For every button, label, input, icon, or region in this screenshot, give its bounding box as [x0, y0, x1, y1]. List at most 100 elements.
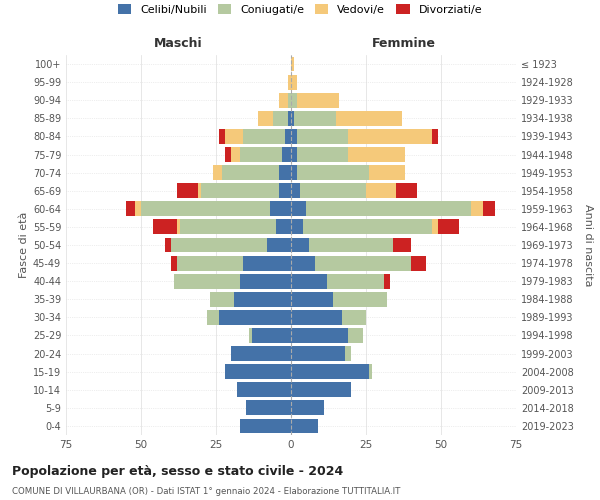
Bar [333, 292, 387, 306]
Bar [327, 274, 384, 288]
Bar [288, 111, 291, 126]
Bar [225, 364, 291, 379]
Y-axis label: Anni di nascita: Anni di nascita [583, 204, 593, 286]
Bar [210, 292, 234, 306]
Bar [225, 129, 243, 144]
Bar [180, 220, 276, 234]
Bar [309, 238, 393, 252]
Bar [411, 256, 426, 270]
Bar [231, 346, 291, 361]
Bar [369, 165, 405, 180]
Bar [291, 292, 333, 306]
Bar [291, 256, 315, 270]
Bar [222, 165, 279, 180]
Bar [342, 310, 366, 325]
Bar [291, 328, 348, 343]
Bar [291, 346, 345, 361]
Bar [201, 184, 279, 198]
Bar [219, 310, 291, 325]
Text: COMUNE DI VILLAURBANA (OR) - Dati ISTAT 1° gennaio 2024 - Elaborazione TUTTITALI: COMUNE DI VILLAURBANA (OR) - Dati ISTAT … [12, 487, 400, 496]
Bar [270, 202, 291, 216]
Bar [267, 238, 291, 252]
Bar [207, 310, 219, 325]
Bar [288, 93, 291, 108]
Bar [348, 328, 363, 343]
Bar [285, 129, 291, 144]
Bar [231, 147, 240, 162]
Bar [297, 129, 348, 144]
Bar [252, 328, 291, 343]
Bar [471, 202, 483, 216]
Bar [297, 93, 339, 108]
Bar [279, 165, 291, 180]
Bar [294, 111, 336, 126]
Y-axis label: Fasce di età: Fasce di età [19, 212, 29, 278]
Bar [291, 129, 297, 144]
Bar [153, 220, 177, 234]
Bar [165, 238, 171, 252]
Bar [345, 346, 351, 361]
Bar [291, 93, 297, 108]
Bar [246, 400, 291, 415]
Bar [258, 111, 273, 126]
Bar [291, 184, 300, 198]
Bar [171, 256, 177, 270]
Bar [240, 147, 282, 162]
Bar [348, 129, 432, 144]
Bar [432, 129, 438, 144]
Bar [291, 111, 294, 126]
Bar [291, 274, 327, 288]
Bar [297, 165, 369, 180]
Bar [393, 238, 411, 252]
Bar [126, 202, 135, 216]
Bar [135, 202, 141, 216]
Bar [366, 184, 396, 198]
Bar [177, 256, 243, 270]
Bar [282, 147, 291, 162]
Bar [291, 56, 294, 72]
Bar [291, 220, 303, 234]
Bar [279, 93, 288, 108]
Bar [291, 418, 318, 434]
Bar [291, 238, 309, 252]
Bar [240, 274, 291, 288]
Bar [384, 274, 390, 288]
Bar [300, 184, 366, 198]
Bar [276, 220, 291, 234]
Bar [291, 310, 342, 325]
Bar [297, 147, 348, 162]
Bar [315, 256, 411, 270]
Bar [240, 418, 291, 434]
Bar [273, 111, 288, 126]
Bar [348, 147, 405, 162]
Bar [249, 328, 252, 343]
Bar [234, 292, 291, 306]
Text: Maschi: Maschi [154, 36, 203, 50]
Bar [306, 202, 471, 216]
Text: Femmine: Femmine [371, 36, 436, 50]
Bar [279, 184, 291, 198]
Bar [225, 147, 231, 162]
Bar [291, 400, 324, 415]
Bar [219, 129, 225, 144]
Bar [291, 147, 297, 162]
Bar [237, 382, 291, 397]
Bar [198, 184, 201, 198]
Bar [243, 256, 291, 270]
Bar [177, 220, 180, 234]
Bar [438, 220, 459, 234]
Bar [177, 184, 198, 198]
Bar [303, 220, 432, 234]
Bar [213, 165, 222, 180]
Bar [291, 165, 297, 180]
Bar [483, 202, 495, 216]
Bar [288, 74, 291, 90]
Bar [174, 274, 240, 288]
Bar [141, 202, 270, 216]
Bar [243, 129, 285, 144]
Bar [432, 220, 438, 234]
Bar [396, 184, 417, 198]
Legend: Celibi/Nubili, Coniugati/e, Vedovi/e, Divorziati/e: Celibi/Nubili, Coniugati/e, Vedovi/e, Di… [115, 0, 485, 18]
Bar [336, 111, 402, 126]
Bar [291, 202, 306, 216]
